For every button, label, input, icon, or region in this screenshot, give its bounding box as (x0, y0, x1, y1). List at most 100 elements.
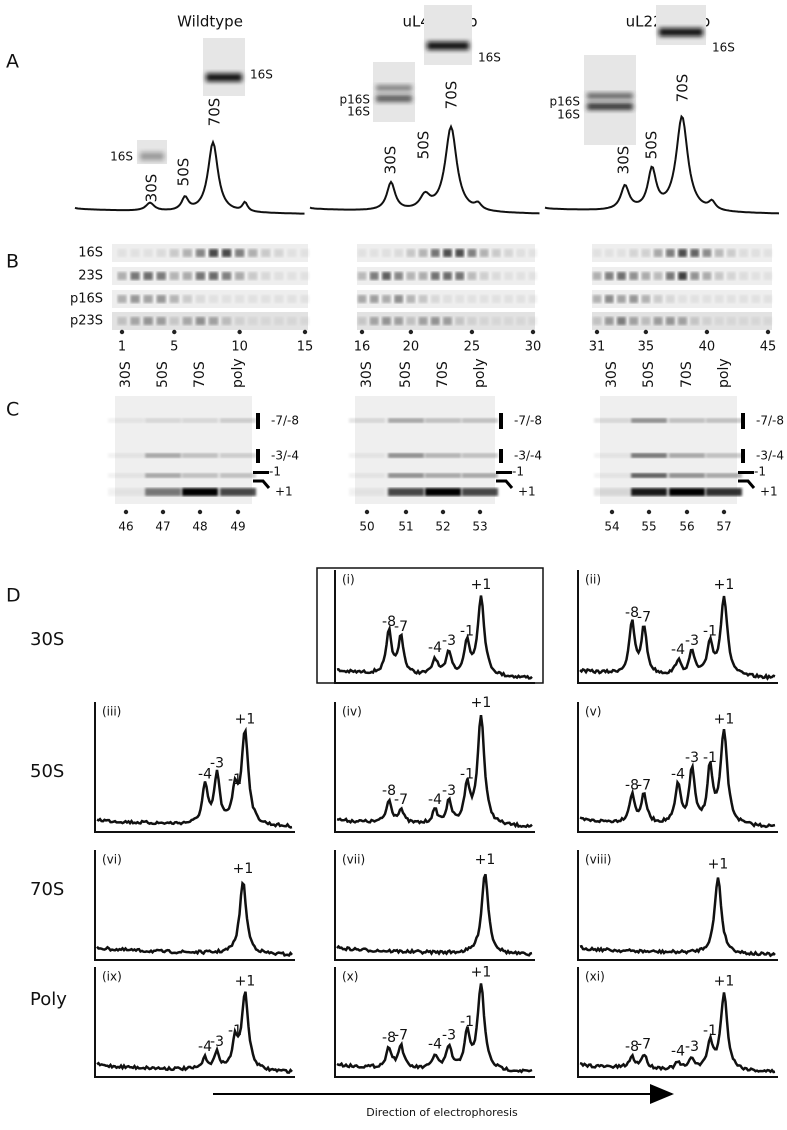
gel-band (394, 272, 403, 280)
gel-band (388, 488, 424, 496)
electropherogram-trace (336, 714, 533, 829)
gel-band (156, 249, 166, 257)
band-label: -3/-4 (271, 449, 299, 463)
lane-dot (359, 329, 365, 335)
gel-band (357, 272, 367, 280)
peak-label: 70S (206, 98, 224, 127)
lane-number: 16 (354, 340, 371, 355)
gel-band (208, 272, 219, 280)
gel-band (425, 453, 461, 458)
gel-band (641, 249, 651, 257)
gel-inset (373, 62, 415, 122)
gel (600, 396, 737, 504)
gel-band (349, 473, 385, 478)
gel-band (659, 28, 703, 37)
gel-band (406, 295, 416, 303)
gel-band (287, 317, 297, 325)
lane-number: 54 (604, 520, 619, 534)
gel-band (629, 317, 638, 325)
gel-band (143, 249, 153, 257)
gel-band (221, 295, 232, 303)
gel-band (443, 249, 452, 257)
gel-band (418, 295, 428, 303)
gel-band (587, 93, 633, 99)
gel-band (108, 418, 144, 423)
peak-label: -3 (210, 1034, 224, 1050)
gel-band (669, 453, 705, 458)
lane-header: 30S (359, 361, 375, 388)
sedimentation-profile (544, 114, 780, 215)
gel-band (516, 272, 526, 280)
lane-dot (302, 329, 308, 335)
lane-number: 46 (118, 520, 133, 534)
peak-label: -1 (703, 623, 717, 639)
gel-band (467, 317, 477, 325)
gel-band (300, 295, 310, 303)
peak-label: -3 (442, 783, 456, 799)
row-label: p16S (70, 292, 103, 307)
peak-label: -8 (625, 605, 639, 621)
gel-band (702, 317, 712, 325)
gel-band (369, 249, 379, 257)
peak-label: -4 (428, 792, 442, 808)
gel-band (117, 272, 127, 280)
gel-band (195, 272, 206, 280)
band-label: +1 (275, 485, 293, 499)
band-label: 16S (712, 41, 735, 55)
panel-letter: A (6, 51, 19, 73)
plot-axes (577, 702, 778, 833)
peak-label: -3 (685, 750, 699, 766)
peak-label: +1 (714, 974, 735, 990)
gel-band (462, 453, 498, 458)
gel-band (678, 295, 687, 303)
row-label: Poly (30, 989, 67, 1010)
gel-band (406, 249, 416, 257)
sedimentation-profile (309, 124, 540, 215)
lane-number: 51 (398, 520, 413, 534)
gel-band (462, 473, 498, 478)
gel-band (220, 418, 256, 423)
band-label: -7/-8 (756, 414, 784, 428)
gel-band (418, 272, 428, 280)
gel-band (418, 317, 428, 325)
band-marker (253, 471, 269, 474)
gel-band (751, 317, 761, 325)
lane-dot (704, 329, 710, 335)
gel-band (706, 473, 742, 478)
band-label: -1 (269, 465, 281, 479)
gel-band (388, 453, 424, 458)
peak-label: 70S (443, 81, 461, 110)
gel-band (592, 249, 602, 257)
lane-number: 47 (155, 520, 170, 534)
gel-band (763, 295, 773, 303)
peak-label: -4 (671, 767, 685, 783)
gel-band (300, 249, 310, 257)
peak-label: +1 (471, 577, 492, 593)
peak-label: 50S (643, 131, 661, 160)
peak-label: -4 (671, 1044, 685, 1060)
electropherogram-trace (579, 992, 776, 1074)
gel-band (221, 249, 232, 257)
gel-band (604, 317, 614, 325)
gel-band (727, 249, 736, 257)
peak-label: +1 (714, 577, 735, 593)
gel (115, 396, 252, 504)
gel-band (182, 453, 218, 458)
gel-band (182, 272, 192, 280)
gel-band (678, 272, 687, 280)
peak-label: -3 (685, 633, 699, 649)
plot-axes (94, 702, 295, 833)
lane-number: 45 (760, 340, 777, 355)
gel-band (617, 272, 626, 280)
band-marker (496, 471, 512, 474)
plot-tag: (vi) (102, 853, 122, 867)
gel-band (117, 317, 127, 325)
lane-number: 15 (297, 340, 314, 355)
gel-band (739, 272, 748, 280)
peak-label: +1 (233, 861, 254, 877)
lane-dot (594, 329, 600, 335)
gel-band (357, 317, 367, 325)
electropherogram-trace (579, 877, 776, 958)
gel-band (631, 418, 667, 423)
gel-band (631, 453, 667, 458)
